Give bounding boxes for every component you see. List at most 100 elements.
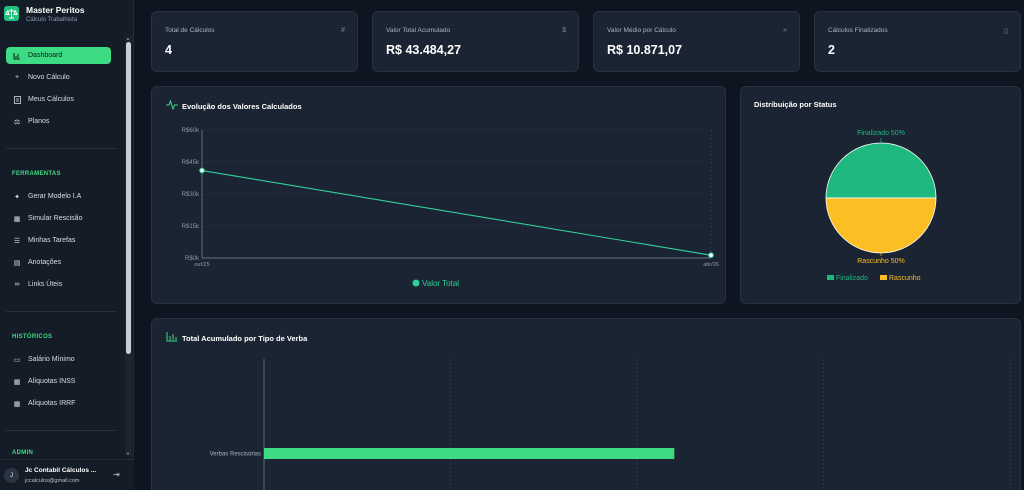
data-point: [708, 252, 714, 259]
y-tick-label: R$15k: [182, 224, 200, 230]
sidebar-item-label: Links Úteis: [28, 281, 63, 288]
stat-value: 2: [828, 43, 835, 57]
scale-icon: ⚖: [13, 118, 21, 126]
pie-chart-card: Distribuição por Status Finalizado 50% Ra…: [740, 86, 1021, 304]
stat-label: Total de Cálculos: [165, 27, 215, 34]
calculator-icon: ▦: [13, 215, 21, 223]
sidebar-item-label: Planos: [28, 118, 50, 125]
activity-icon: [166, 99, 178, 112]
line-chart-card: Evolução dos Valores Calculados R$0k R$15…: [151, 86, 726, 304]
stat-value: R$ 43.484,27: [386, 43, 462, 57]
stat-card-valor-medio: Valor Médio por Cálculo » R$ 10.871,07: [593, 11, 800, 72]
sidebar-item-dashboard[interactable]: Dashboard: [6, 47, 111, 64]
notes-icon: ▤: [13, 259, 21, 267]
sidebar-item-planos[interactable]: ⚖ Planos: [6, 113, 111, 130]
sidebar-item-aliquotas-irrf[interactable]: ▦ Alíquotas IRRF: [6, 395, 111, 412]
legend-label: Valor Total: [422, 279, 459, 288]
sidebar-item-label: Simular Rescisão: [28, 215, 83, 222]
sidebar-item-links-uteis[interactable]: ∞ Links Úteis: [6, 276, 111, 293]
slice-label: Rascunho 50%: [857, 258, 904, 265]
user-email: jccalculos@gmail.com: [25, 478, 80, 484]
data-point: [199, 167, 205, 174]
legend-label: Finalizado: [836, 275, 868, 282]
document-icon: ▯: [1004, 28, 1008, 35]
bar-chart-card: Total Acumulado por Tipo de Verba Verbas…: [151, 318, 1021, 490]
section-admin: ADMIN: [12, 450, 34, 456]
calculator-icon: ▦: [13, 378, 21, 386]
divider: [6, 311, 116, 312]
sidebar-item-label: Dashboard: [28, 52, 63, 59]
sidebar-item-label: Alíquotas IRRF: [28, 400, 76, 407]
pie-chart: Finalizado 50% Rascunho 50% Finalizado Rasc…: [825, 130, 937, 282]
legend-marker: [412, 279, 420, 287]
divider: [6, 148, 116, 149]
sidebar-item-aliquotas-inss[interactable]: ▦ Alíquotas INSS: [6, 373, 111, 390]
y-tick-label: R$30k: [182, 192, 200, 198]
stat-card-total-calculos: Total de Cálculos # 4: [151, 11, 358, 72]
bar: [264, 448, 675, 459]
y-tick-label: R$45k: [182, 160, 200, 166]
category-label: Verbas Rescisórias: [210, 452, 261, 458]
y-tick-label: R$0k: [185, 256, 200, 262]
brand-title: Master Peritos: [26, 5, 85, 15]
calculator-icon: ▦: [13, 400, 21, 408]
slice-label: Finalizado 50%: [857, 130, 905, 137]
list-icon: ☰: [13, 237, 21, 245]
stat-value: 4: [165, 43, 172, 57]
sidebar-item-novo-calculo[interactable]: + Novo Cálculo: [6, 69, 111, 86]
scroll-up-arrow-icon[interactable]: ▲: [126, 36, 130, 41]
section-historicos: HISTÓRICOS: [12, 334, 53, 340]
divider: [6, 430, 116, 431]
scrollbar-thumb[interactable]: [126, 42, 131, 354]
chart-icon: [12, 52, 22, 60]
scroll-down-arrow-icon[interactable]: ▼: [126, 451, 130, 456]
pie-chart-title: Distribuição por Status: [754, 100, 837, 109]
bar-chart: Verbas Rescisórias: [210, 359, 1011, 490]
sidebar-item-anotacoes[interactable]: ▤ Anotações: [6, 254, 111, 271]
user-profile: J Jc Contabil Cálculos ... jccalculos@gm…: [0, 459, 134, 490]
stat-card-finalizados: Cálculos Finalizados ▯ 2: [814, 11, 1021, 72]
sidebar-item-label: Anotações: [28, 259, 62, 266]
sidebar-item-label: Novo Cálculo: [28, 74, 70, 81]
link-icon: ∞: [14, 281, 20, 288]
sidebar-item-label: Meus Cálculos: [28, 96, 74, 103]
sidebar-item-label: Alíquotas INSS: [28, 378, 76, 385]
bar-chart-icon: [166, 332, 177, 344]
sidebar-item-label: Gerar Modelo I.A: [28, 193, 82, 200]
brand-subtitle: Cálculo Trabalhista: [26, 17, 78, 23]
stat-card-valor-total: Valor Total Acumulado $ R$ 43.484,27: [372, 11, 579, 72]
plus-icon: +: [14, 74, 20, 81]
stat-label: Valor Total Acumulado: [386, 27, 451, 34]
sparkle-icon: ✦: [14, 193, 20, 201]
logout-icon[interactable]: ⇥: [113, 470, 120, 479]
wallet-icon: ▭: [13, 356, 21, 364]
brand: Master Peritos Cálculo Trabalhista: [0, 0, 134, 36]
stat-label: Cálculos Finalizados: [828, 27, 888, 34]
sidebar-item-salario-minimo[interactable]: ▭ Salário Mínimo: [6, 351, 111, 368]
stat-label: Valor Médio por Cálculo: [607, 27, 676, 34]
avatar[interactable]: J: [4, 468, 19, 483]
series-line: [201, 169, 712, 256]
legend-label: Rascunho: [889, 275, 921, 282]
legend-marker: [880, 275, 887, 280]
scale-logo-icon: [4, 6, 19, 21]
hash-icon: #: [341, 27, 345, 34]
sidebar-item-meus-calculos[interactable]: Meus Cálculos: [6, 91, 111, 108]
section-ferramentas: FERRAMENTAS: [12, 171, 61, 177]
sidebar-scrollbar[interactable]: ▲ ▼: [125, 36, 132, 456]
pie-slice: [825, 142, 937, 199]
x-tick-label: out/25: [194, 262, 209, 268]
sidebar-item-gerar-modelo[interactable]: ✦ Gerar Modelo I.A: [6, 188, 111, 205]
bar-chart-title: Total Acumulado por Tipo de Verba: [182, 334, 308, 343]
stat-value: R$ 10.871,07: [607, 43, 683, 57]
legend-marker: [827, 275, 834, 280]
sidebar-nav: Dashboard + Novo Cálculo Meus Cálculos ⚖…: [0, 36, 125, 456]
x-tick-label: abr/26: [703, 262, 719, 268]
sidebar-item-minhas-tarefas[interactable]: ☰ Minhas Tarefas: [6, 232, 111, 249]
line-chart: R$0k R$15k R$30k R$45k R$60k out/25 abr/26 Valo…: [182, 128, 719, 288]
sidebar-item-simular-rescisao[interactable]: ▦ Simular Rescisão: [6, 210, 111, 227]
y-tick-label: R$60k: [182, 128, 200, 134]
sidebar-item-label: Minhas Tarefas: [28, 237, 76, 244]
user-name: Jc Contabil Cálculos ...: [25, 467, 97, 474]
sidebar-item-label: Salário Mínimo: [28, 356, 75, 363]
